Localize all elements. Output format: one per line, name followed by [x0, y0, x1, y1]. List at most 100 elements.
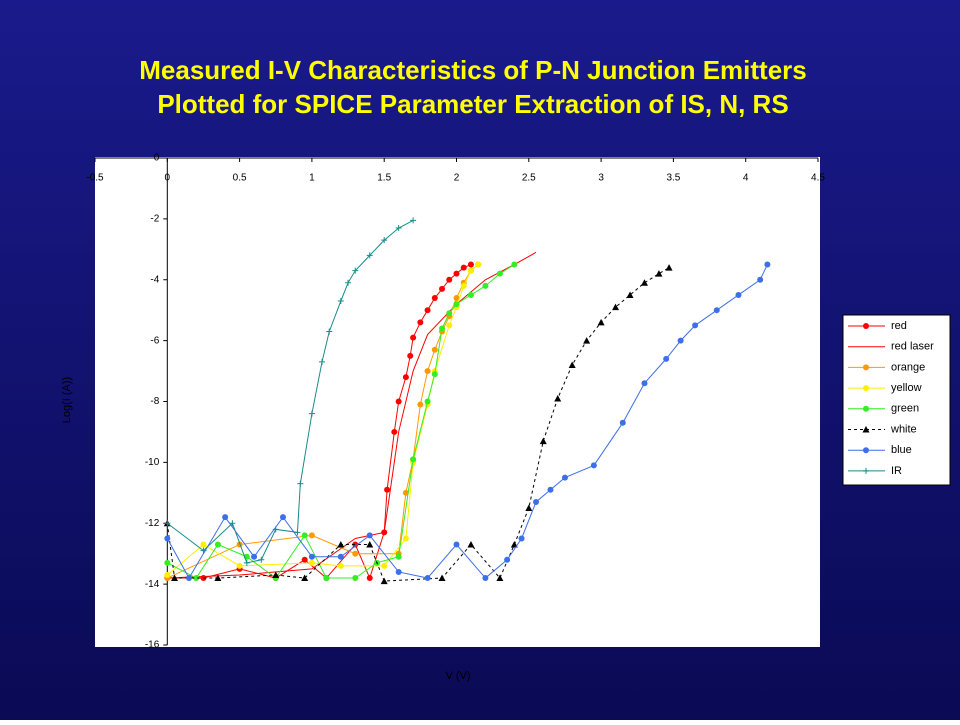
legend-marker [862, 426, 870, 433]
series-line [166, 267, 670, 582]
point [323, 575, 330, 582]
point [352, 541, 359, 548]
point [692, 322, 699, 329]
point [597, 318, 605, 326]
point [391, 428, 398, 435]
point [446, 322, 453, 329]
point [352, 550, 359, 557]
legend-label: red laser [891, 341, 934, 353]
point [326, 328, 333, 335]
point [380, 577, 388, 585]
legend-label: red [891, 320, 907, 332]
point [446, 276, 453, 283]
x-tick-label: 0 [165, 173, 171, 184]
point [482, 575, 489, 582]
legend-label: yellow [891, 382, 922, 394]
point [641, 380, 648, 387]
point [590, 462, 597, 469]
point [258, 556, 265, 563]
point [337, 541, 345, 548]
legend-marker [863, 364, 869, 371]
point [665, 264, 673, 271]
point [308, 553, 315, 560]
point [294, 529, 301, 536]
point [568, 361, 576, 368]
point [345, 279, 352, 286]
point [677, 337, 684, 344]
point [301, 574, 309, 582]
y-tick-label: -2 [150, 214, 159, 225]
point [713, 307, 720, 314]
point [467, 267, 474, 274]
chart-subtitle: Plotted for SPICE Parameter Extraction o… [157, 89, 788, 119]
point [547, 486, 554, 493]
x-tick-label: 1 [309, 173, 315, 184]
x-tick-label: 3 [598, 173, 604, 184]
x-tick-label: 2.5 [522, 173, 536, 184]
y-tick-label: -16 [145, 640, 160, 651]
point [272, 526, 279, 533]
point [308, 532, 315, 539]
point [236, 562, 243, 569]
chart-title: Measured I-V Characteristics of P-N Junc… [139, 55, 807, 85]
legend-marker [863, 447, 869, 454]
point [467, 541, 475, 548]
legend-label: blue [891, 444, 912, 456]
point [467, 261, 474, 268]
x-tick-label: 4.5 [811, 173, 825, 184]
legend-marker [863, 323, 869, 329]
point [511, 261, 518, 268]
point [460, 264, 467, 271]
point [395, 398, 402, 405]
x-tick-label: -0.5 [86, 173, 104, 184]
point [439, 325, 446, 332]
point [402, 374, 409, 381]
point [735, 291, 742, 298]
point [366, 541, 374, 548]
legend [842, 314, 951, 486]
y-tick-label: -14 [145, 579, 160, 590]
legend-marker [863, 405, 869, 412]
point [395, 553, 402, 560]
point [407, 352, 414, 359]
point [663, 355, 670, 362]
point [496, 270, 503, 277]
x-tick-label: 4 [743, 173, 749, 184]
point [395, 225, 402, 232]
point [410, 217, 417, 224]
point [410, 456, 417, 463]
point [453, 270, 460, 277]
point [352, 575, 359, 582]
point [453, 541, 460, 548]
point [518, 535, 525, 542]
point [757, 276, 764, 283]
y-tick-label: -10 [145, 457, 160, 468]
legend-label: green [891, 403, 919, 415]
x-axis-title: V (V) [445, 670, 470, 682]
point [308, 559, 315, 566]
point [214, 574, 222, 582]
point [222, 514, 229, 521]
x-tick-label: 1.5 [377, 173, 391, 184]
point [193, 575, 200, 582]
point [402, 489, 409, 496]
point [164, 571, 171, 578]
point [366, 252, 373, 259]
point [410, 334, 417, 341]
x-tick-label: 2 [454, 173, 460, 184]
point [612, 303, 620, 311]
point [496, 574, 504, 582]
point [467, 291, 474, 298]
legend-label: orange [891, 361, 925, 373]
point [424, 398, 431, 405]
y-tick-label: -12 [145, 518, 160, 529]
point [431, 346, 438, 353]
point [352, 267, 359, 274]
y-tick-label: 0 [154, 153, 160, 164]
point [272, 571, 280, 578]
point [337, 562, 344, 569]
point [446, 310, 453, 317]
point [453, 301, 460, 308]
